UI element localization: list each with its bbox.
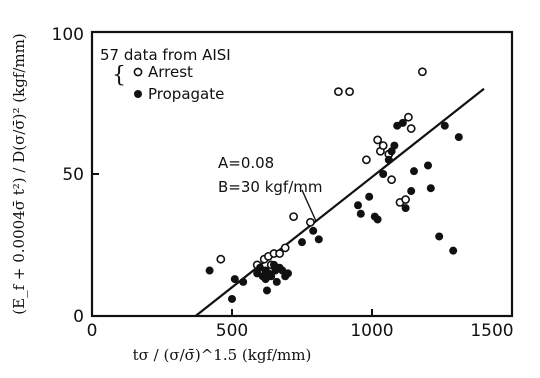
arrest-point-8 [289,212,298,221]
propagate-point-1 [228,294,236,303]
arrest-point-0 [216,254,226,264]
propagate-point-18 [284,269,292,278]
propagate-point-35 [410,167,418,176]
arrest-point-10 [333,87,343,97]
arrest-point-22 [417,67,427,77]
propagate-point-27 [379,170,388,178]
arrest-point-15 [378,141,388,150]
propagate-point-28 [384,155,393,164]
x-tick-label-500: 500 [216,321,248,341]
arrest-point-21 [406,124,416,133]
propagate-point-33 [401,204,410,213]
legend-brace: { [112,63,126,88]
arrest-point-6 [275,249,284,258]
x-tick-label-1000: 1000 [350,321,393,341]
legend-propagate-label: Propagate [148,85,224,103]
propagate-point-0 [205,266,214,275]
arrest-point-13 [373,135,382,145]
legend-propagate-marker [134,90,142,98]
propagate-point-38 [435,232,444,241]
arrest-point-20 [403,112,413,122]
x-tick-label-1500: 1500 [470,321,513,341]
arrest-point-11 [345,87,354,97]
arrest-point-17 [387,175,396,185]
arrest-point-19 [401,195,410,204]
y-tick-label-100: 100 [52,25,84,45]
arrest-point-9 [305,217,315,227]
propagate-point-23 [356,209,365,218]
annotation-a: A=0.08 [218,154,274,172]
propagate-point-22 [354,201,362,210]
propagate-point-3 [239,277,248,286]
propagate-point-26 [373,215,382,224]
propagate-point-32 [398,118,407,127]
propagate-point-14 [272,277,281,286]
propagate-point-19 [298,238,306,247]
legend-arrest-label: Arrest [148,63,193,81]
tick-marks [91,31,513,317]
propagate-point-21 [314,235,323,244]
propagate-point-20 [309,226,318,235]
propagate-point-9 [263,286,271,295]
regression-line [194,87,485,317]
legend-arrest-marker [133,67,143,77]
arrest-point-7 [280,243,290,253]
legend-title: 57 data from AISI [100,46,231,64]
x-tick-label-0: 0 [87,321,98,341]
propagate-point-37 [426,184,435,193]
x-axis-label: tσ / (σ/σ̄)^1.5 (kgf/mm) [133,346,312,364]
propagate-point-30 [390,141,399,150]
y-tick-label-0: 0 [73,307,84,327]
propagate-point-40 [449,246,458,255]
propagate-point-2 [230,275,239,284]
propagate-point-36 [424,161,432,170]
annotation-pointer [301,189,317,222]
propagate-point-34 [407,187,416,196]
propagate-point-24 [365,192,374,201]
arrest-point-12 [361,155,371,165]
y-tick-label-50: 50 [62,165,84,185]
data-points [205,67,463,303]
propagate-point-41 [454,133,463,142]
propagate-point-11 [267,272,276,281]
y-axis-label: (E_f + 0.0004σ̄ t²) / D(σ/σ̄)² (kgf/mm) [10,33,28,314]
propagate-point-39 [440,121,449,130]
annotation-b: B=30 kgf/mm [218,178,322,196]
